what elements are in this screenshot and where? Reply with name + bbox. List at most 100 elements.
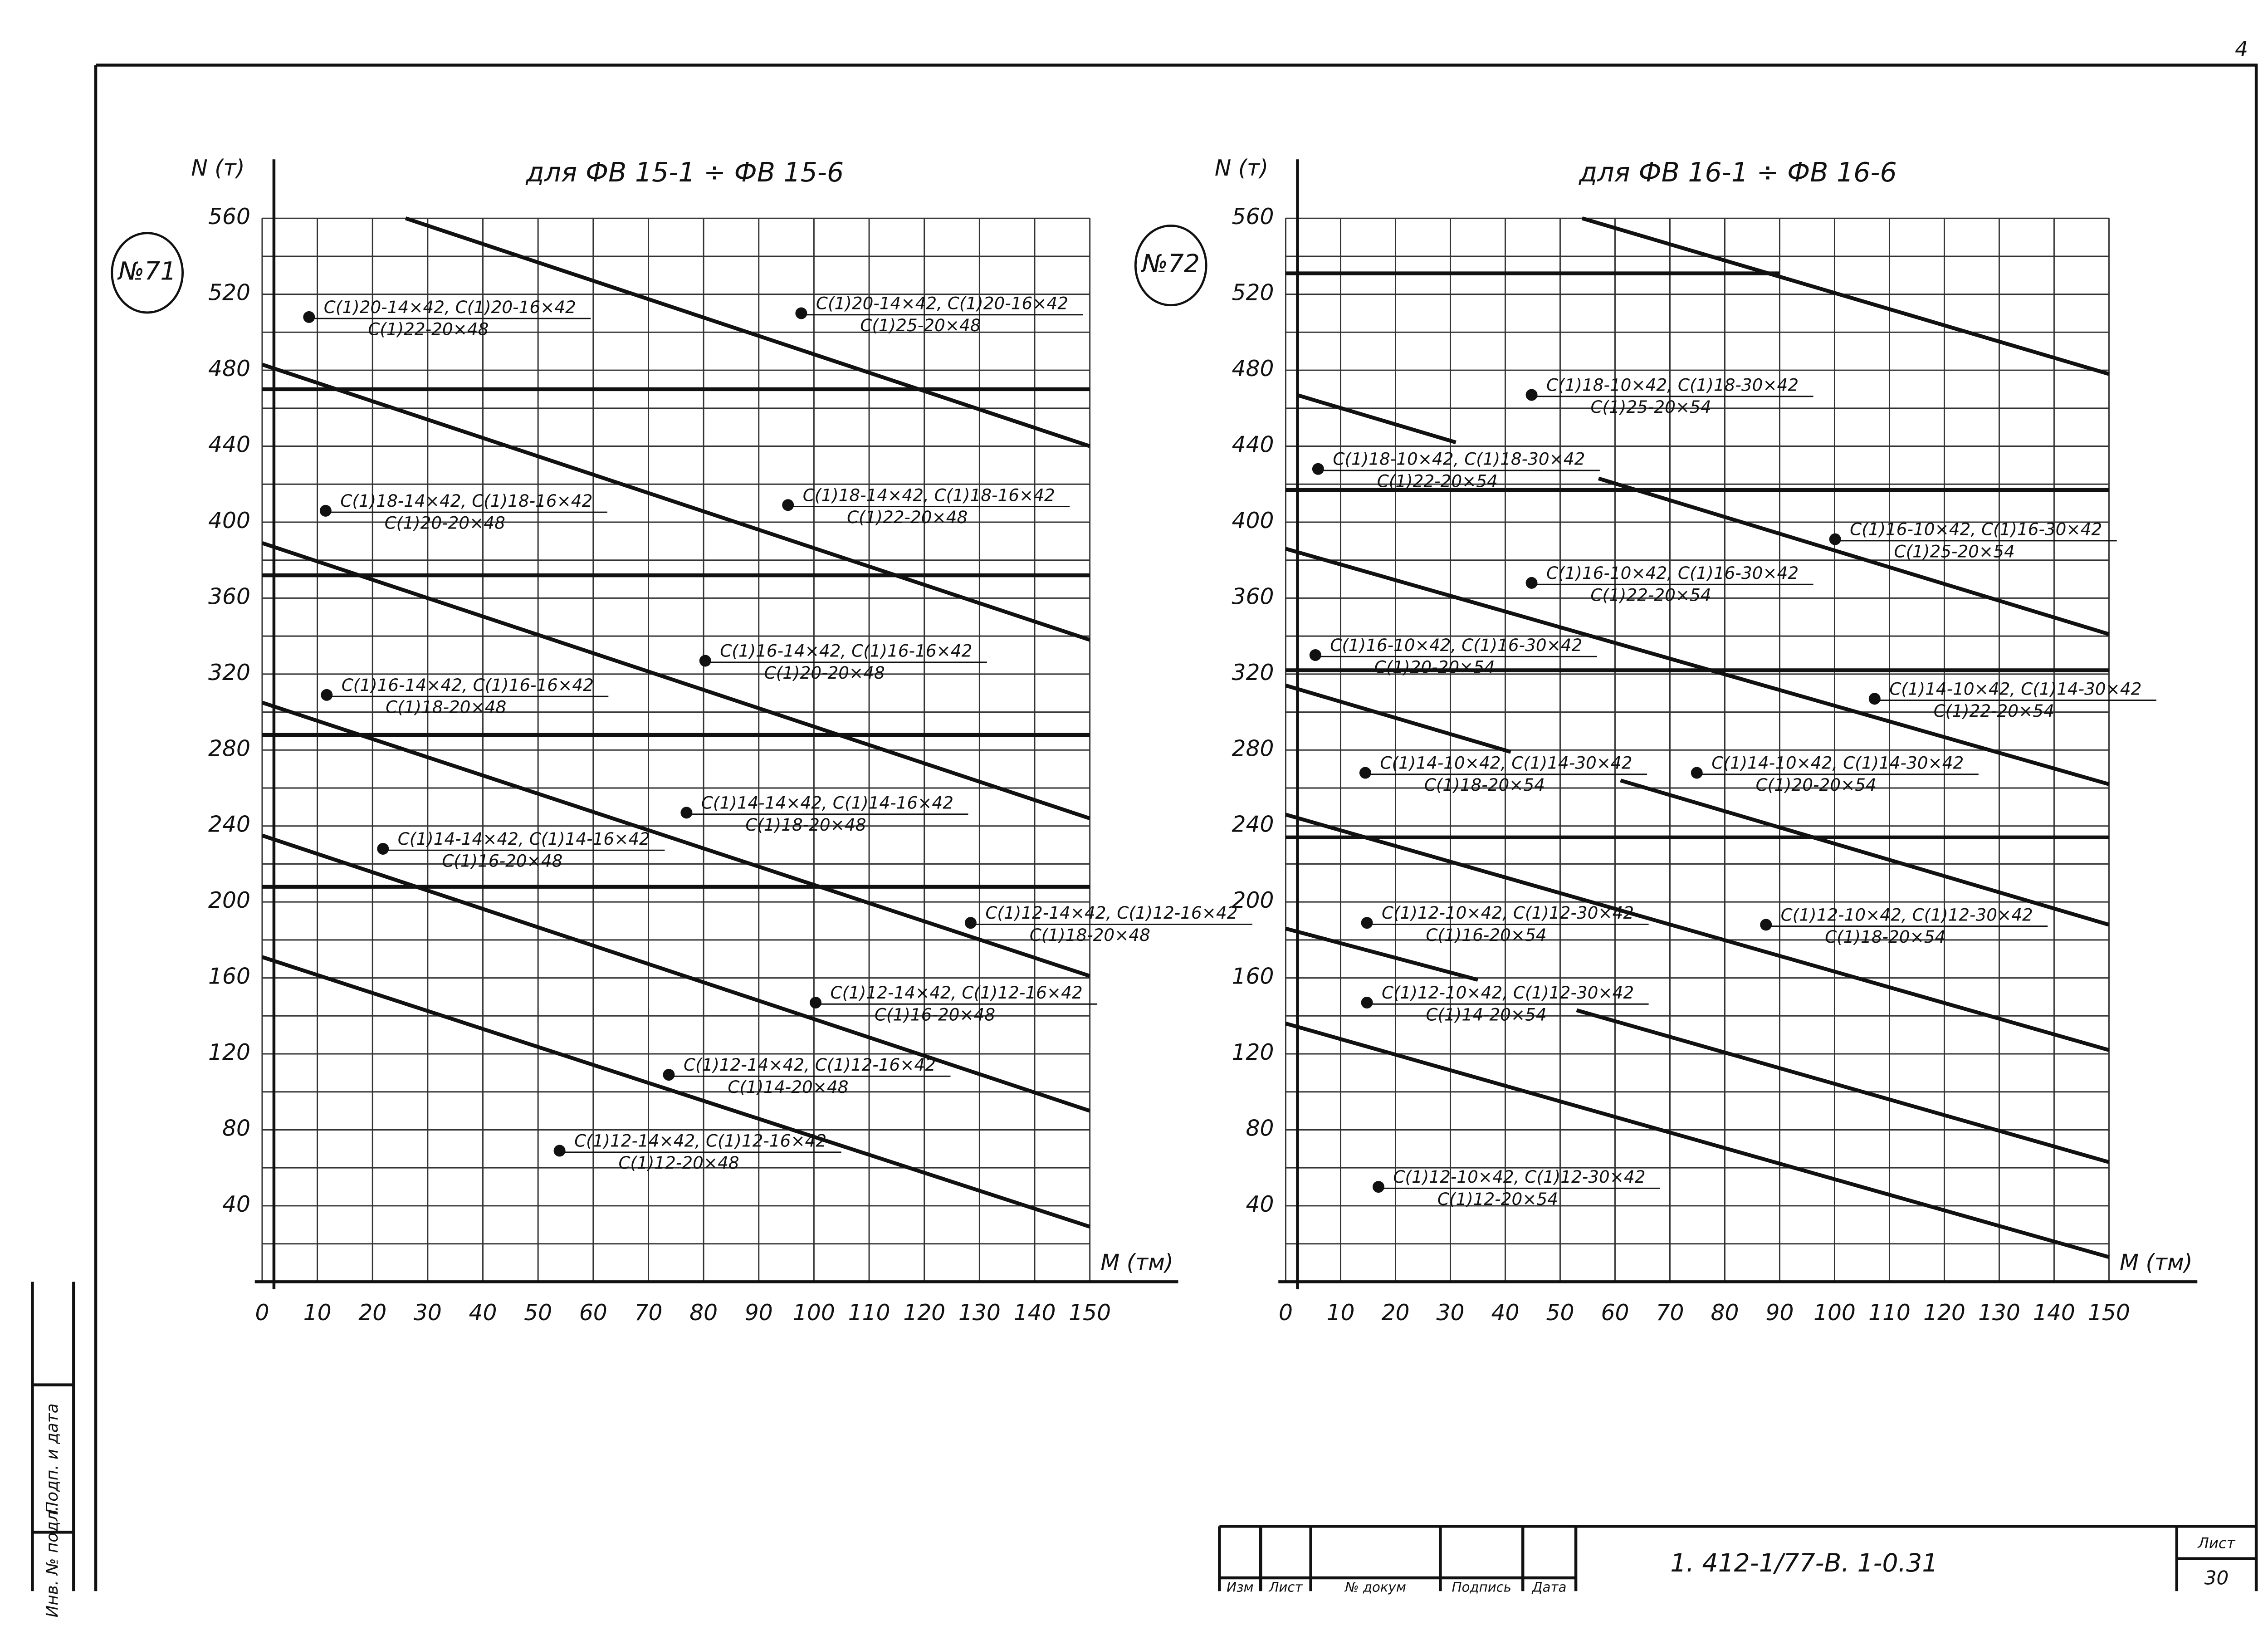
y-tick-label: 80 bbox=[222, 1116, 250, 1141]
x-tick-label: 30 bbox=[414, 1300, 442, 1326]
x-tick-label: 100 bbox=[793, 1300, 835, 1326]
x-tick-label: 120 bbox=[1923, 1300, 1965, 1326]
x-axis-label: M (тм) bbox=[1100, 1250, 1173, 1275]
design-point bbox=[699, 655, 711, 667]
design-point bbox=[1525, 577, 1538, 589]
x-tick-label: 80 bbox=[689, 1300, 718, 1326]
sheet-frame bbox=[94, 64, 2258, 1591]
x-tick-label: 50 bbox=[524, 1300, 552, 1326]
interaction-line bbox=[261, 955, 1090, 1229]
sheet-label: Лист bbox=[2197, 1534, 2235, 1552]
y-tick-label: 560 bbox=[1232, 204, 1274, 230]
design-point bbox=[1868, 693, 1881, 705]
x-tick-label: 0 bbox=[255, 1300, 269, 1326]
y-tick-label: 280 bbox=[1232, 736, 1274, 761]
interaction-line bbox=[261, 833, 1090, 1113]
design-point bbox=[303, 311, 315, 323]
badge-circle bbox=[111, 232, 184, 314]
point-label: C(1)12-10×42, C(1)12-30×42 bbox=[1382, 903, 1634, 923]
y-tick-label: 400 bbox=[1232, 508, 1274, 534]
x-tick-label: 40 bbox=[1491, 1300, 1519, 1326]
point-label: C(1)20-20×48 bbox=[385, 513, 505, 533]
y-tick-label: 280 bbox=[208, 736, 250, 761]
design-point bbox=[377, 842, 389, 855]
point-label: C(1)14-14×42, C(1)14-16×42 bbox=[701, 793, 953, 813]
column-label: Изм bbox=[1227, 1580, 1253, 1595]
point-label: C(1)12-14×42, C(1)12-16×42 bbox=[684, 1055, 936, 1075]
y-tick-label: 240 bbox=[1232, 812, 1274, 837]
column-label: № докум bbox=[1344, 1580, 1406, 1595]
point-label: C(1)18-10×42, C(1)18-30×42 bbox=[1546, 375, 1799, 395]
point-label: C(1)22-20×48 bbox=[368, 319, 489, 339]
design-point bbox=[1361, 917, 1373, 929]
y-tick-label: 240 bbox=[208, 812, 250, 837]
point-label: C(1)22-20×54 bbox=[1377, 471, 1498, 491]
design-point bbox=[1361, 997, 1373, 1009]
design-point bbox=[1829, 533, 1841, 545]
y-tick-label: 440 bbox=[1232, 432, 1274, 458]
y-tick-label: 440 bbox=[208, 432, 250, 458]
x-tick-label: 40 bbox=[469, 1300, 497, 1326]
y-tick-label: 80 bbox=[1246, 1116, 1274, 1141]
x-tick-label: 130 bbox=[1978, 1300, 2020, 1326]
point-label: C(1)25-20×54 bbox=[1590, 397, 1711, 417]
design-point bbox=[795, 307, 807, 319]
sheet-value: 30 bbox=[2204, 1567, 2229, 1589]
y-tick-label: 360 bbox=[1232, 584, 1274, 609]
point-label: C(1)12-20×54 bbox=[1437, 1189, 1558, 1209]
design-point bbox=[553, 1145, 566, 1157]
interaction-line bbox=[1296, 393, 1457, 445]
point-label: C(1)18-20×48 bbox=[745, 815, 866, 835]
y-tick-label: 200 bbox=[1232, 888, 1274, 913]
point-label: C(1)12-14×42, C(1)12-16×42 bbox=[831, 983, 1083, 1003]
y-tick-label: 320 bbox=[208, 660, 250, 685]
chart-title: для ФВ 15-1 ÷ ФВ 15-6 bbox=[525, 157, 844, 188]
interaction-line bbox=[1576, 1008, 2110, 1164]
design-point bbox=[321, 689, 333, 701]
point-label: C(1)12-14×42, C(1)12-16×42 bbox=[574, 1131, 826, 1151]
interaction-line bbox=[1581, 216, 2110, 376]
point-label: C(1)16-14×42, C(1)16-16×42 bbox=[720, 641, 972, 661]
x-tick-label: 130 bbox=[958, 1300, 1001, 1326]
x-tick-label: 20 bbox=[1381, 1300, 1409, 1326]
interaction-line bbox=[405, 216, 1090, 448]
design-point bbox=[680, 807, 693, 819]
x-tick-label: 30 bbox=[1436, 1300, 1464, 1326]
point-label: C(1)14-10×42, C(1)14-30×42 bbox=[1380, 753, 1632, 773]
y-axis-label: N (т) bbox=[1215, 156, 1268, 181]
y-tick-label: 320 bbox=[1232, 660, 1274, 685]
interaction-line bbox=[1285, 683, 1511, 754]
chart-title: для ФВ 16-1 ÷ ФВ 16-6 bbox=[1579, 157, 1897, 188]
point-label: C(1)25-20×48 bbox=[860, 315, 981, 335]
x-tick-label: 110 bbox=[848, 1300, 890, 1326]
interaction-line bbox=[1285, 1022, 2110, 1259]
point-label: C(1)14-10×42, C(1)14-30×42 bbox=[1889, 679, 2141, 699]
interaction-line bbox=[261, 362, 1090, 642]
point-label: C(1)12-20×48 bbox=[618, 1153, 739, 1173]
chart: 4080120160200240280320360400440480520560… bbox=[1134, 156, 2198, 1326]
column-label: Дата bbox=[1531, 1580, 1567, 1595]
point-label: C(1)18-14×42, C(1)18-16×42 bbox=[803, 485, 1055, 505]
x-tick-label: 70 bbox=[1656, 1300, 1684, 1326]
title-block: Изм Лист № докум Подпись Дата 1. 412-1/7… bbox=[1218, 1525, 2257, 1595]
side-stamp-label: Подп. и дата bbox=[43, 1403, 62, 1513]
point-label: C(1)25-20×54 bbox=[1894, 541, 2015, 561]
point-label: C(1)20-14×42, C(1)20-16×42 bbox=[324, 297, 576, 317]
point-label: C(1)16-10×42, C(1)16-30×42 bbox=[1850, 519, 2102, 539]
y-tick-label: 520 bbox=[1232, 280, 1274, 306]
interaction-line bbox=[1598, 476, 2110, 636]
design-point bbox=[319, 504, 332, 517]
interaction-line bbox=[1285, 926, 1479, 982]
y-tick-label: 120 bbox=[1232, 1040, 1274, 1065]
x-tick-label: 120 bbox=[903, 1300, 945, 1326]
point-label: C(1)16-10×42, C(1)16-30×42 bbox=[1330, 635, 1582, 655]
design-point bbox=[810, 997, 822, 1009]
x-tick-label: 100 bbox=[1813, 1300, 1856, 1326]
design-point bbox=[1760, 919, 1772, 931]
interaction-line bbox=[261, 700, 1090, 978]
point-label: C(1)16-20×48 bbox=[875, 1005, 995, 1025]
point-label: C(1)14-14×42, C(1)14-16×42 bbox=[398, 829, 650, 849]
column-label: Подпись bbox=[1452, 1580, 1511, 1595]
